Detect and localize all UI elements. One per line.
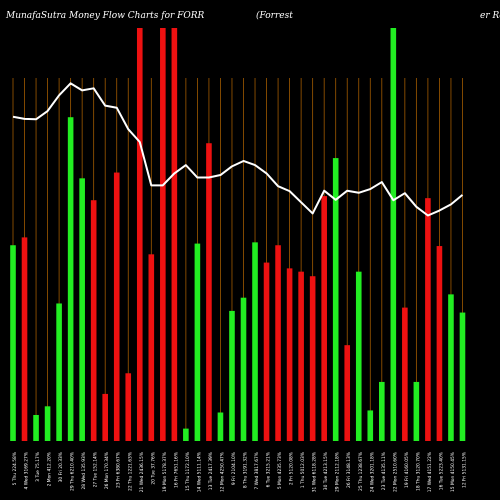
- bar: [298, 271, 304, 441]
- x-tick-label: 27 Tue 152.14%: [93, 452, 99, 487]
- x-tick-label: 15 Mon 4150.45%: [450, 452, 456, 492]
- x-tick-label: 23 Tue 4135.11%: [381, 452, 387, 490]
- x-tick-label: 29 Mon 2112.18%: [335, 452, 341, 492]
- bar: [448, 294, 454, 441]
- bar: [367, 410, 374, 441]
- bar: [263, 262, 270, 441]
- bar: [148, 254, 155, 441]
- bar: [102, 393, 108, 441]
- x-tick-label: 28 Wed 135.93%: [81, 452, 87, 490]
- bar: [402, 307, 408, 441]
- bar: [309, 276, 316, 441]
- x-tick-label: 26 Fri 3148.13%: [346, 452, 352, 488]
- chart-title: MunafaSutra Money Flow Charts for FORR: [6, 11, 205, 21]
- x-tick-label: 21 Wed 2436.15%: [139, 452, 145, 492]
- x-tick-label: 17 Wed 4151.22%: [427, 452, 433, 492]
- x-tick-label: 19 Mon 5178.37%: [162, 452, 168, 492]
- bar: [379, 381, 385, 441]
- x-tick-label: 12 Fri 5131.15%: [461, 452, 467, 488]
- bar: [67, 117, 74, 442]
- bar: [332, 158, 339, 441]
- bar: [344, 345, 351, 441]
- bar: [194, 243, 201, 441]
- x-tick-label: 29 Thu 6210.40%: [70, 452, 76, 491]
- x-tick-label: 16 Fri 7651.16%: [173, 452, 179, 488]
- bar: [286, 268, 293, 441]
- bar: [240, 297, 247, 441]
- x-tick-label: 1 Thu 5012.03%: [300, 452, 306, 488]
- price-line: [12, 82, 464, 217]
- bar-series: [10, 28, 466, 442]
- x-tick-label: 16 Tue 5223.40%: [438, 452, 444, 490]
- bar: [206, 143, 212, 442]
- x-tick-label: 30 Tue 4213.15%: [323, 452, 329, 490]
- bar: [355, 271, 362, 441]
- bar: [459, 312, 466, 441]
- x-tick-label: 14 Wed 5111.14%: [196, 452, 202, 492]
- x-tick-label: 18 Thu 3120.70%: [415, 452, 421, 491]
- x-tick-label: 20 Tue 37.76%: [150, 452, 156, 485]
- bar: [171, 28, 178, 441]
- price-line-layer: [12, 82, 464, 217]
- x-tick-label: 13 Tue 2417.39%: [208, 452, 214, 490]
- x-tick-label: 22 Mon 2510.60%: [392, 452, 398, 492]
- bar: [21, 237, 28, 441]
- bar: [390, 28, 397, 441]
- x-tick-label: 7 Wed 3817.67%: [254, 452, 260, 490]
- x-tick-label: 26 Mon 170.34%: [104, 452, 110, 489]
- x-tick-label: 15 Thu 1172.10%: [185, 452, 191, 491]
- bar: [136, 28, 143, 441]
- x-tick-label: 31 Wed 6118.28%: [312, 452, 318, 492]
- bar: [436, 246, 443, 441]
- x-tick-label: 19 Fri 4160.05%: [404, 452, 410, 488]
- bar: [413, 381, 420, 441]
- bar: [321, 196, 327, 441]
- x-tick-label: 4 Wed 3169.27%: [24, 452, 30, 490]
- bar: [113, 172, 120, 442]
- bar: [229, 310, 235, 441]
- x-tick-label: 22 Thu 1221.63%: [127, 452, 133, 491]
- bar: [252, 242, 258, 441]
- chart-title-tail: er Res: [480, 11, 500, 21]
- x-tick-label: 8 Thu 3191.32%: [243, 452, 249, 488]
- x-tick-label: 2 Fri 5120.08%: [289, 452, 295, 485]
- bar: [79, 178, 85, 441]
- x-tick-label: 24 Wed 3201.18%: [369, 452, 375, 492]
- x-tick-labels: 5 Thu 224.58% 4 Wed 3169.27% 3 Tue 75.17% 2…: [12, 452, 467, 492]
- bar: [125, 373, 132, 441]
- bar: [10, 245, 16, 441]
- x-tick-label: 3 Tue 75.17%: [35, 452, 41, 482]
- bar: [160, 28, 166, 441]
- bar: [183, 428, 189, 441]
- bar: [56, 303, 62, 441]
- chart-title-company: (Forrest: [256, 11, 293, 21]
- x-tick-label: 23 Fri 6380.67%: [116, 452, 122, 488]
- x-tick-label: 2 Mon 412.20%: [47, 452, 53, 486]
- x-tick-label: 9 Fri 2104.10%: [231, 452, 237, 485]
- x-tick-label: 6 Tue 3215.21%: [266, 452, 272, 487]
- x-tick-label: 5 Thu 224.58%: [12, 452, 18, 485]
- x-tick-label: 25 Thu 1238.67%: [358, 452, 364, 491]
- x-tick-label: 5 Mon 4235.73%: [277, 452, 283, 489]
- bar: [217, 412, 224, 441]
- bar: [275, 245, 281, 441]
- x-tick-label: 12 Mon 4250.47%: [219, 452, 225, 492]
- bar: [425, 198, 431, 441]
- bar: [33, 414, 39, 441]
- bar: [90, 200, 97, 441]
- x-tick-label: 30 Fri 20.33%: [58, 452, 64, 482]
- bar: [44, 406, 51, 441]
